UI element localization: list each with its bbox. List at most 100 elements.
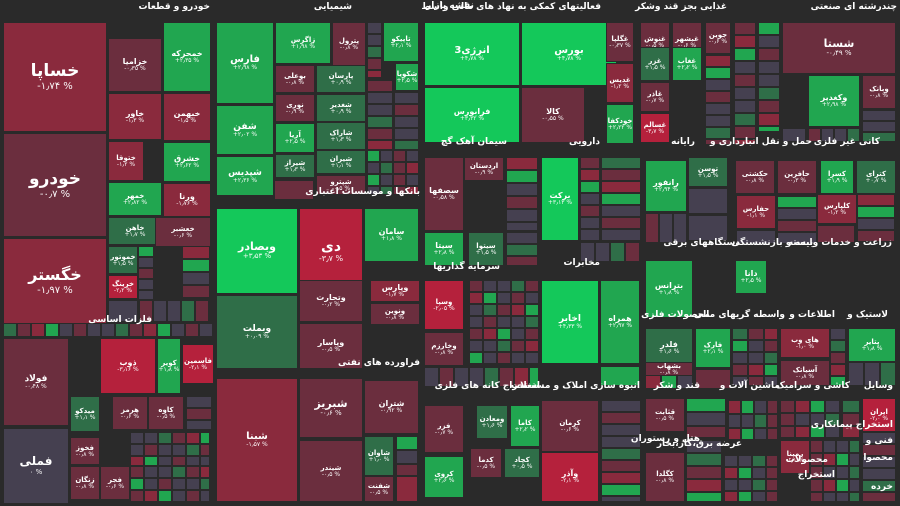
stock-tile[interactable]: رمپنا -۱٫۱ % <box>780 440 810 474</box>
stock-tile[interactable]: وکغدیر +۲٫۹۸ % <box>808 75 860 127</box>
stock-tile[interactable]: فجر -۰٫۶ % <box>100 466 130 500</box>
stock-tile[interactable]: خودکفا +۲٫۲۲ % <box>606 104 634 144</box>
stock-tile[interactable]: خمحرکه +۲٫۳۵ % <box>163 22 211 92</box>
stock-tile[interactable]: کدما -۰٫۵ % <box>470 448 502 478</box>
stock-tile[interactable]: خگستر -۱٫۹۷ % <box>3 238 107 324</box>
stock-tile[interactable]: بوعلی -۰٫۸ % <box>275 65 315 93</box>
stock-tile[interactable]: غزر +۱٫۵ % <box>640 47 670 81</box>
stock-tile[interactable]: خرینگ -۲٫۲ % <box>108 275 138 299</box>
stock-tile[interactable]: همراه +۲٫۹۷ % <box>600 280 640 364</box>
stock-tile[interactable]: پترول -۰٫۸ % <box>332 22 366 66</box>
stock-tile[interactable]: سیتوا +۱٫۵ % <box>468 232 504 266</box>
stock-tile[interactable]: غدیس -۱٫۲ % <box>606 63 634 103</box>
stock-tile[interactable]: کلپارس -۱٫۲ % <box>817 194 857 224</box>
stock-tile[interactable]: اخابر +۴٫۳۳ % <box>541 280 599 364</box>
stock-tile[interactable]: شتران -۰٫۹۲ % <box>364 380 419 434</box>
stock-tile[interactable]: شیران +۱٫۱ % <box>316 150 366 174</box>
stock-tile[interactable]: کاما +۲٫۲ % <box>510 405 540 447</box>
stock-tile[interactable]: جوین -۰٫۶ % <box>705 22 731 54</box>
stock-tile[interactable]: دانا +۲٫۵ % <box>735 260 767 294</box>
stock-tile[interactable]: فولاد -۰٫۴۸ % <box>3 338 69 426</box>
stock-tile[interactable]: خموتور +۱٫۵ % <box>108 246 138 274</box>
stock-tile[interactable]: حافرین -۰٫۳ % <box>777 160 817 194</box>
stock-tile[interactable]: شاراک +۱٫۳ % <box>316 122 366 150</box>
stock-tile[interactable]: انرژی3 +۴٫۷۸ % <box>424 22 520 86</box>
stock-tile[interactable]: خمهر +۲٫۸۲ % <box>108 182 162 216</box>
stock-tile[interactable]: فملی ۰ % <box>3 428 69 504</box>
stock-tile[interactable]: سیتا +۲٫۸ % <box>424 232 464 266</box>
stock-tile[interactable]: شیندر -۰٫۵ % <box>299 440 363 502</box>
stock-tile[interactable]: فاسمین -۲٫۱ % <box>182 344 214 384</box>
stock-tile[interactable]: شستا -۰٫۴۹ % <box>782 22 896 74</box>
stock-tile[interactable]: فارس +۲٫۹۸ % <box>216 22 274 104</box>
stock-tile[interactable]: وبملت +۰٫۰۹ % <box>216 295 298 369</box>
stock-tile[interactable]: فارک +۲٫۱ % <box>695 328 731 368</box>
stock-tile[interactable]: زنگان -۰٫۸ % <box>70 466 100 500</box>
stock-tile[interactable]: نوری -۰٫۹ % <box>275 94 315 122</box>
stock-tile[interactable]: خعشبر -۰٫۶ % <box>155 217 211 247</box>
stock-tile[interactable]: شفنت -۰٫۵ % <box>364 476 394 502</box>
stock-tile[interactable]: برکت +۳٫۱۳ % <box>541 157 579 241</box>
stock-tile[interactable]: اردستان -۰٫۹ % <box>464 157 504 181</box>
stock-tile[interactable]: ونوین -۰٫۸ % <box>370 303 420 325</box>
stock-tile[interactable]: بشهاب -۰٫۸ % <box>645 362 693 376</box>
stock-tile[interactable]: فزر -۰٫۷ % <box>424 405 464 453</box>
stock-tile[interactable]: رانفور +۲٫۹۴ % <box>645 160 687 212</box>
stock-tile[interactable]: آسیاتک -۰٫۸ % <box>780 360 830 386</box>
stock-tile[interactable]: شبریز -۰٫۶ % <box>299 378 363 438</box>
stock-tile[interactable]: وخارزم -۰٫۸ % <box>424 332 464 366</box>
stock-tile[interactable]: توسن +۱٫۵ % <box>688 157 728 187</box>
stock-tile[interactable]: خزامیا -۰٫۳۵ % <box>108 38 162 92</box>
stock-tile[interactable]: خبهمن -۱٫۵ % <box>163 93 211 141</box>
stock-tile[interactable]: ورنا -۱٫۷۶ % <box>163 183 211 217</box>
stock-tile[interactable]: تاپیکو +۲٫۱ % <box>383 22 419 62</box>
stock-tile[interactable]: فلدر +۱٫۶ % <box>645 328 693 368</box>
stock-tile[interactable]: شپترو -۰٫۵ % <box>316 175 366 195</box>
stock-tile[interactable]: کرمان -۰٫۶ % <box>541 400 599 452</box>
stock-tile[interactable]: پارسان +۰٫۹ % <box>316 65 366 93</box>
stock-tile[interactable]: شکویا +۲٫۵ % <box>395 63 419 91</box>
stock-tile[interactable]: سصفها -۰٫۵۸ % <box>424 157 464 231</box>
stock-tile[interactable]: شاوان +۱٫۰ % <box>364 436 394 476</box>
stock-tile[interactable]: ذوب -۳٫۱۶ % <box>100 338 156 394</box>
stock-tile[interactable]: های وب -۱٫۰ % <box>780 328 830 358</box>
stock-tile[interactable]: شفن +۲٫۰۲ % <box>216 105 274 155</box>
stock-tile[interactable]: غگلپا -۰٫۳۷ % <box>606 22 634 62</box>
stock-tile[interactable]: شغدیر +۰٫۹ % <box>316 94 366 122</box>
stock-tile[interactable]: غاذر -۰٫۷ % <box>640 82 670 112</box>
stock-tile[interactable]: غغاب +۲٫۲ % <box>672 47 702 81</box>
stock-tile[interactable]: وپارس -۱٫۷ % <box>370 280 420 302</box>
stock-tile[interactable]: بورس +۴٫۷۸ % <box>521 22 617 86</box>
stock-tile[interactable]: وبصادر +۳٫۵۳ % <box>216 208 298 294</box>
stock-tile[interactable]: شبنا -۱٫۵۷ % <box>216 378 298 502</box>
stock-tile[interactable]: وبانک -۰٫۸ % <box>862 75 896 109</box>
stock-tile[interactable]: شیراز +۱٫۳ % <box>275 154 315 178</box>
stock-tile[interactable]: کچاد +۰٫۵ % <box>504 448 540 478</box>
stock-tile[interactable]: خاهن +۱٫۷ % <box>108 217 162 245</box>
stock-tile[interactable]: فخوز -۰٫۸ % <box>70 437 100 465</box>
stock-tile[interactable]: میدکو +۱٫۱ % <box>70 396 100 432</box>
stock-tile[interactable]: خاور -۱٫۳ % <box>108 93 162 140</box>
stock-tile[interactable]: حکشتی -۰٫۸ % <box>735 160 775 194</box>
stock-tile[interactable]: پتایر +۱٫۸ % <box>848 328 896 362</box>
stock-tile[interactable]: وپاسار -۰٫۵ % <box>299 323 363 369</box>
stock-tile[interactable]: فرابورس +۳٫۳۲ % <box>424 87 520 143</box>
stock-tile[interactable]: وسپا -۲٫۰۵ % <box>424 280 464 330</box>
stock-tile[interactable]: خساپا -۱٫۷۴ % <box>3 22 107 132</box>
stock-tile[interactable]: سامان +۱٫۸ % <box>364 208 419 262</box>
stock-tile[interactable]: هرمز -۰٫۶ % <box>112 396 148 430</box>
stock-tile[interactable]: زاگرس +۱٫۹۸ % <box>275 22 331 64</box>
stock-tile[interactable]: کگلدا -۰٫۸ % <box>645 452 685 502</box>
stock-tile[interactable]: قثابت -۰٫۵ % <box>645 398 685 432</box>
stock-tile[interactable]: آریا +۲٫۵ % <box>275 123 315 153</box>
stock-tile[interactable]: بترانس +۱٫۸ % <box>645 260 693 318</box>
stock-tile[interactable]: کروی +۲٫۶ % <box>424 456 464 498</box>
stock-tile[interactable]: شپدیس +۲٫۳۶ % <box>216 156 274 196</box>
stock-tile[interactable]: وآذر -۲٫۱ % <box>541 452 599 502</box>
stock-tile[interactable]: ختوقا -۱٫۲ % <box>108 141 144 181</box>
stock-tile[interactable]: کالا -۰٫۵۵ % <box>521 87 585 143</box>
stock-tile[interactable]: وتجارت -۰٫۲ % <box>299 280 363 322</box>
stock-tile[interactable]: دی -۳٫۷ % <box>299 208 363 294</box>
stock-tile[interactable]: ومعادن +۱٫۶ % <box>476 405 508 439</box>
stock-tile[interactable]: کاوه -۰٫۵ % <box>148 396 184 430</box>
